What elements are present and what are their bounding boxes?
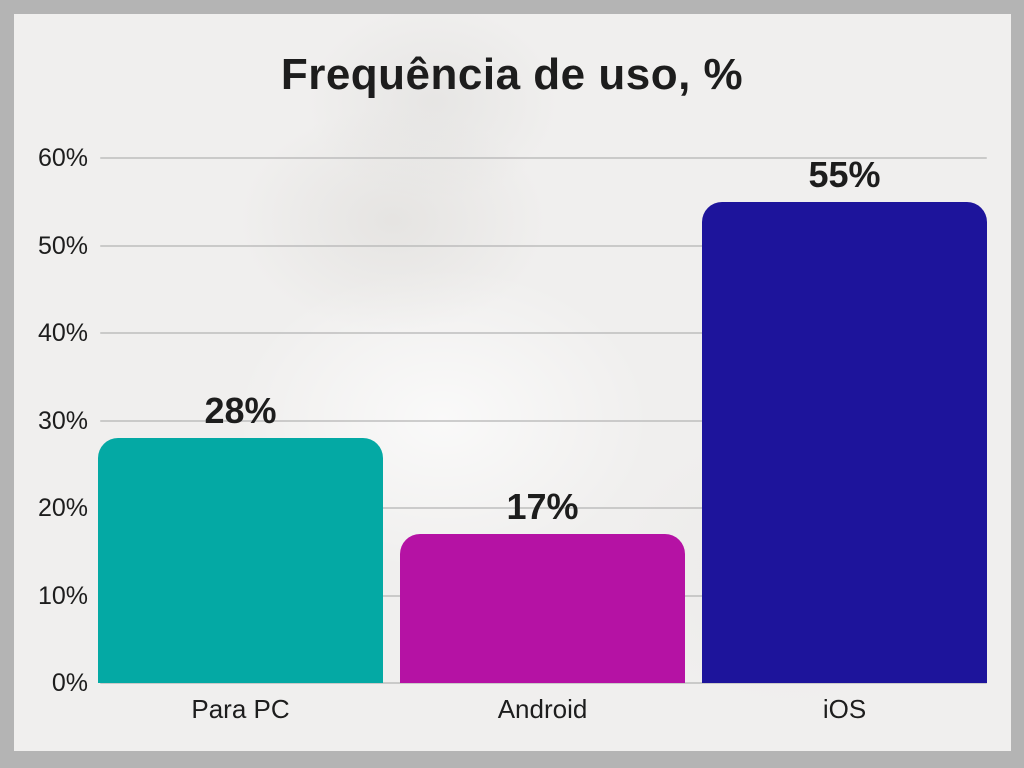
y-axis-tick-label: 10% — [37, 581, 88, 610]
bar-ios — [702, 201, 987, 683]
chart-title: Frequência de uso, % — [280, 50, 744, 99]
y-axis-tick-label: 0% — [51, 669, 88, 697]
gridline — [100, 244, 987, 247]
x-axis-category-label: iOS — [822, 694, 867, 724]
y-axis-tick-label: 40% — [37, 319, 88, 347]
bar-android — [400, 534, 685, 683]
gridline — [100, 507, 987, 509]
y-axis-tick-label: 30% — [37, 406, 88, 435]
gridline — [100, 682, 987, 684]
gridline — [100, 157, 987, 159]
bar-value-label: 28% — [204, 390, 277, 431]
y-axis-tick-label: 20% — [37, 494, 88, 522]
gridline — [100, 419, 987, 422]
bar-value-label: 55% — [808, 153, 881, 195]
y-axis-tick-label: 50% — [37, 231, 88, 260]
bar-value-label: 17% — [506, 486, 579, 528]
x-axis-category-label: Android — [497, 694, 588, 724]
bar-para-pc — [98, 438, 383, 683]
gridline — [100, 332, 987, 334]
y-axis-tick-label: 60% — [37, 144, 88, 172]
x-axis-category-label: Para PC — [191, 694, 290, 724]
